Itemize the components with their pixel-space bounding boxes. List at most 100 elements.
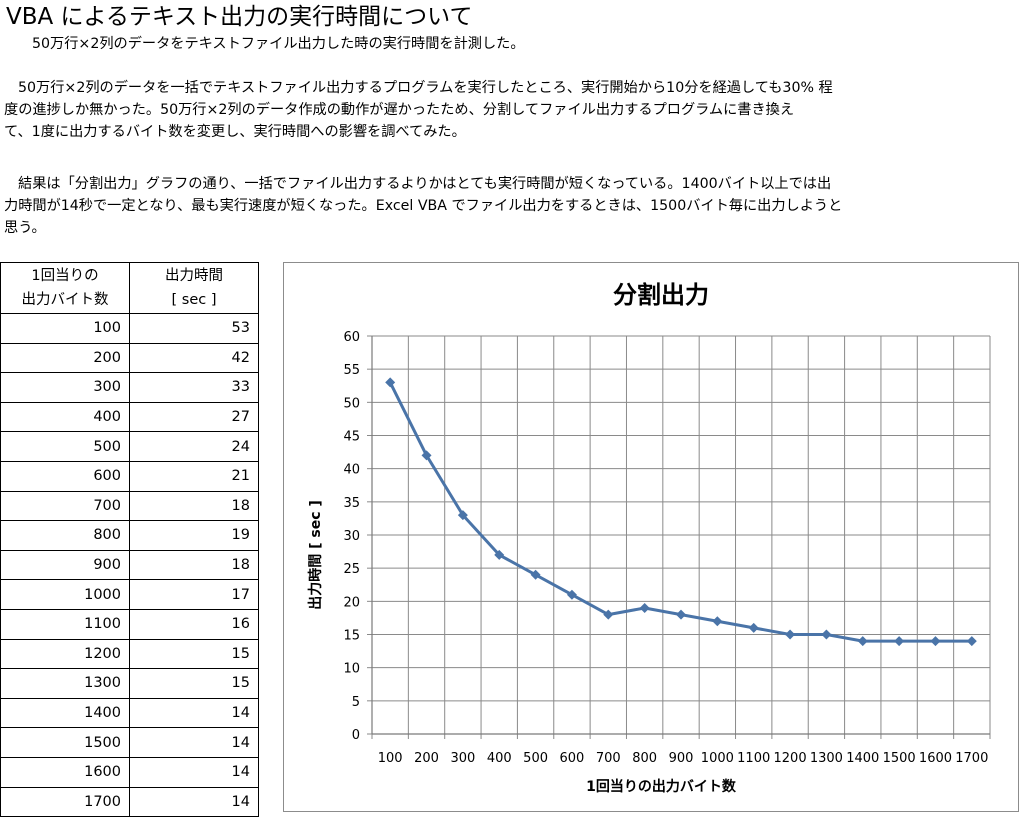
table-row: 1000 17 (0, 579, 259, 610)
chart-panel: 分割出力 0 5 10 15 20 25 30 35 40 45 50 55 60 100 200 300 400… (283, 262, 1019, 812)
table-row: 1700 14 (0, 786, 259, 817)
cell-time: 14 (129, 756, 259, 788)
header-bytes-line: 1回当りの (31, 268, 99, 284)
cell-bytes: 1200 (0, 638, 130, 670)
cell-time: 15 (129, 638, 259, 670)
data-point (566, 589, 577, 600)
x-tick-label: 700 (596, 751, 621, 766)
cell-bytes: 1300 (0, 668, 130, 699)
cell-time: 53 (129, 313, 259, 344)
data-point (676, 609, 686, 620)
table-header-row: 1回当りの 出力バイト数 出力時間 [ sec ] (0, 262, 259, 314)
data-table: 1回当りの 出力バイト数 出力時間 [ sec ] 100 53 200 42 300 3… (0, 262, 259, 817)
cell-time: 14 (129, 786, 259, 817)
cell-time: 27 (129, 401, 259, 433)
cell-bytes: 800 (0, 520, 130, 551)
x-tick-label: 1500 (883, 751, 916, 766)
data-point (821, 629, 832, 640)
table-row: 1500 14 (0, 727, 259, 758)
y-tick-label: 30 (343, 529, 360, 544)
y-tick-label: 25 (343, 562, 360, 577)
table-row: 1600 14 (0, 756, 259, 788)
data-point (748, 622, 759, 633)
table-row: 1100 16 (0, 608, 259, 640)
x-axis-label: 1回当りの出力バイト数 (586, 778, 737, 795)
y-tick-label: 60 (343, 330, 360, 345)
y-tick-label: 35 (343, 496, 360, 511)
data-point (966, 636, 977, 647)
table-body: 100 53 200 42 300 33 400 27 500 24 600 21 700 18 800 19… (0, 313, 259, 817)
data-point (785, 629, 796, 640)
data-point (857, 636, 868, 647)
x-tick-label: 1700 (955, 751, 988, 766)
table-row: 1400 14 (0, 697, 259, 729)
intro-paragraph: 50万行×2列のデータをテキストファイル出力した時の実行時間を計測した。 (4, 33, 525, 55)
line-chart: 分割出力 0 5 10 15 20 25 30 35 40 45 50 55 60 100 200 300 400… (307, 281, 991, 795)
y-tick-label: 0 (352, 728, 360, 743)
cell-bytes: 1100 (0, 608, 130, 640)
table-row: 1300 15 (0, 668, 259, 699)
intro-line: 50万行×2列のデータをテキストファイル出力した時の実行時間を計測した。 (32, 36, 525, 52)
table-row: 600 21 (0, 460, 259, 492)
method-line: て、1度に出力するバイト数を変更し、実行時間への影響を調べてみた。 (4, 124, 466, 140)
cell-time: 14 (129, 727, 259, 758)
result-line: 思う。 (4, 220, 46, 236)
y-tick-label: 40 (343, 463, 360, 478)
y-tick-label: 45 (343, 430, 360, 445)
method-line: 度の進捗しか無かった。50万行×2列のデータ作成の動作が遅かったため、分割してフ… (4, 102, 795, 118)
result-line: 結果は「分割出力」グラフの通り、一括でファイル出力するよりかはとても実行時間が短… (18, 176, 832, 192)
x-tick-label: 1400 (846, 751, 879, 766)
header-time-line: [ sec ] (171, 292, 217, 308)
x-tick-label: 1200 (774, 751, 807, 766)
x-tick-label: 1100 (737, 751, 770, 766)
cell-bytes: 900 (0, 549, 130, 581)
x-tick-label: 1000 (701, 751, 734, 766)
x-tick-label: 100 (378, 751, 403, 766)
header-time: 出力時間 [ sec ] (129, 262, 259, 314)
y-tick-label: 55 (343, 363, 360, 378)
method-line: 50万行×2列のデータを一括でテキストファイル出力するプログラムを実行したところ… (18, 80, 833, 96)
table-row: 1200 15 (0, 638, 259, 670)
cell-time: 24 (129, 431, 259, 462)
x-tick-label: 1300 (810, 751, 843, 766)
cell-bytes: 1400 (0, 697, 130, 729)
data-point (494, 549, 505, 560)
header-time-line: 出力時間 (165, 268, 223, 284)
cell-bytes: 200 (0, 342, 130, 374)
header-bytes: 1回当りの 出力バイト数 (0, 262, 130, 314)
x-tick-label: 300 (450, 751, 475, 766)
cell-bytes: 1000 (0, 579, 130, 610)
table-row: 200 42 (0, 342, 259, 374)
data-point (385, 377, 396, 388)
data-point (421, 450, 432, 461)
cell-bytes: 600 (0, 460, 130, 492)
cell-bytes: 100 (0, 313, 130, 344)
x-tick-label: 1600 (919, 751, 952, 766)
cell-bytes: 1600 (0, 756, 130, 788)
x-tick-label: 800 (632, 751, 657, 766)
header-bytes-line: 出力バイト数 (21, 292, 109, 308)
x-tick-label: 600 (560, 751, 585, 766)
data-point (712, 616, 723, 627)
cell-time: 33 (129, 372, 259, 403)
table-row: 100 53 (0, 313, 259, 344)
table-row: 400 27 (0, 401, 259, 433)
cell-time: 21 (129, 460, 259, 492)
cell-bytes: 1500 (0, 727, 130, 758)
y-tick-label: 5 (352, 695, 360, 710)
cell-time: 18 (129, 549, 259, 581)
y-tick-label: 10 (343, 662, 360, 677)
table-row: 500 24 (0, 431, 259, 462)
cell-bytes: 400 (0, 401, 130, 433)
cell-time: 19 (129, 520, 259, 551)
cell-time: 15 (129, 668, 259, 699)
cell-bytes: 500 (0, 431, 130, 462)
chart-title: 分割出力 (613, 281, 709, 309)
table-row: 900 18 (0, 549, 259, 581)
y-tick-label: 15 (343, 629, 360, 644)
x-tick-label: 500 (523, 751, 548, 766)
x-tick-label: 200 (414, 751, 439, 766)
data-point (639, 602, 650, 613)
cell-bytes: 300 (0, 372, 130, 403)
page-title: VBA によるテキスト出力の実行時間について (6, 4, 473, 30)
